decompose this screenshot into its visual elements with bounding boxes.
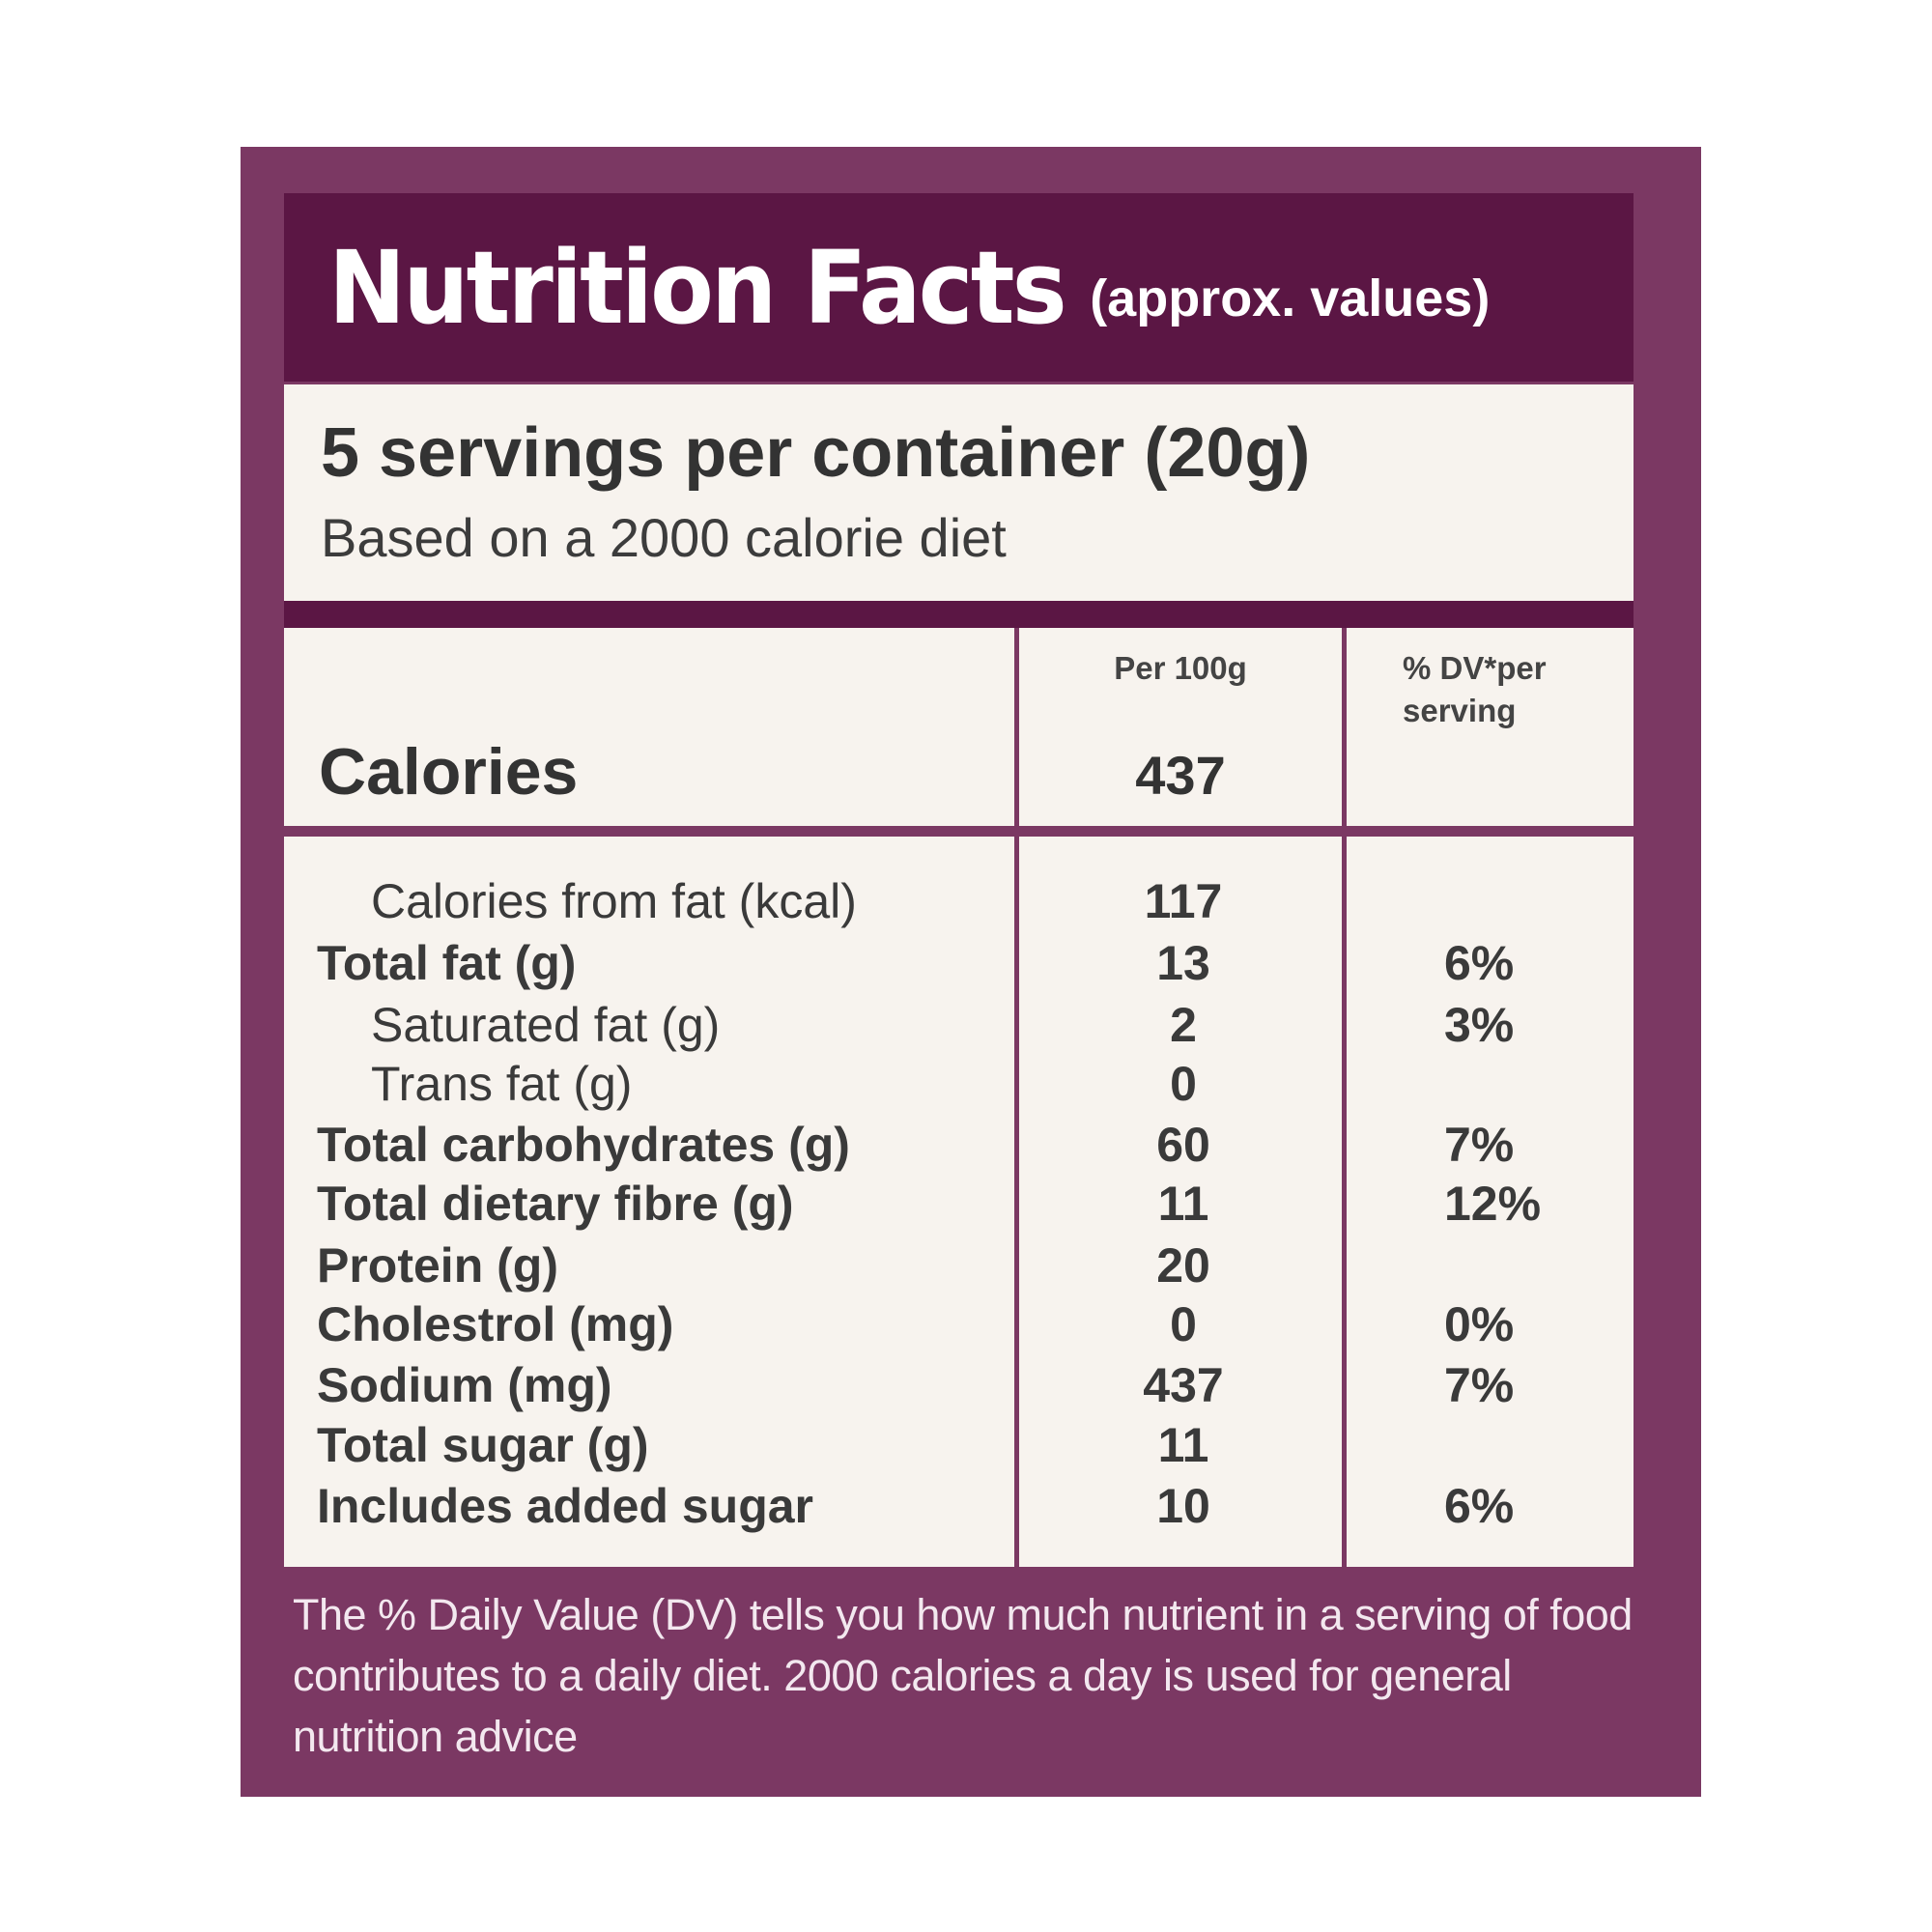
nutrient-value: 437 [1143,1358,1224,1412]
nutrient-name: Total dietary fibre (g) [317,1177,794,1231]
table-row: Trans fat (g) 0 [284,1056,1634,1116]
nutrient-value: 13 [1156,936,1210,990]
calories-label-cell: Calories [284,628,1014,826]
dv-column-header-line2: serving [1403,693,1517,728]
daily-value-footnote: The % Daily Value (DV) tells you how muc… [293,1590,1633,1761]
nutrient-value: 11 [1157,1418,1209,1472]
nutrient-dv-text: 7% [1444,1118,1515,1172]
nutrient-value: 60 [1156,1118,1210,1172]
dv-column-header-line1: % DV*per [1403,650,1547,686]
nutrient-name: Protein (g) [317,1238,558,1293]
table-row: Total dietary fibre (g) 11 12% [284,1176,1634,1236]
nutrient-dv-text: 3% [1444,998,1515,1052]
nutrient-name: Saturated fat (g) [371,998,721,1052]
nutrient-name: Calories from fat (kcal) [371,874,857,928]
calories-label: Calories [319,735,579,809]
nutrient-name: Cholestrol (mg) [317,1297,674,1351]
nutrient-name: Sodium (mg) [317,1358,612,1412]
nutrient-names-cell [284,837,1014,1567]
nutrient-value: 11 [1157,1177,1209,1231]
nutrient-rows: Calories from fat (kcal) 117 Total fat (… [284,838,1634,1569]
nutrient-name: Trans fat (g) [371,1057,633,1111]
nutrient-dv-cell [1347,837,1634,1567]
nutrient-name: Total carbohydrates (g) [317,1118,850,1172]
nutrient-value: 117 [1144,874,1223,928]
nutrient-dv-text: 6% [1444,936,1515,990]
table-row: Total carbohydrates (g) 60 7% [284,1117,1634,1177]
table-row: Total sugar (g) 11 [284,1417,1634,1477]
nutrient-dv-text: 0% [1444,1297,1515,1351]
label-subtitle: (approx. values) [1090,269,1491,327]
calorie-diet-basis: Based on a 2000 calorie diet [321,507,1007,568]
nutrient-name: Total sugar (g) [317,1418,649,1472]
per100g-column-header: Per 100g [1114,650,1247,686]
label-header: Nutrition Facts (approx. values) [284,193,1634,382]
nutrient-dv-text: 6% [1444,1479,1515,1533]
label-title: Nutrition Facts [328,228,1067,347]
nutrient-values-cell [1019,837,1342,1567]
nutrient-value: 2 [1170,998,1197,1052]
nutrient-dv-text: 12% [1444,1177,1542,1231]
calories-value: 437 [1135,745,1226,806]
table-row: Saturated fat (g) 2 3% [284,997,1634,1057]
serving-info-box: 5 servings per container (20g) Based on … [284,384,1634,601]
table-row: Includes added sugar 10 6% [284,1478,1634,1538]
nutrient-dv-text: 7% [1444,1358,1515,1412]
table-row: Sodium (mg) 437 7% [284,1357,1634,1417]
table-row: Protein (g) 20 [284,1237,1634,1297]
section-divider [284,601,1634,628]
nutrient-value: 20 [1156,1238,1210,1293]
nutrient-value: 10 [1156,1479,1210,1533]
table-row: Calories from fat (kcal) 117 [284,873,1634,933]
nutrient-name: Includes added sugar [317,1479,814,1533]
per100g-header-cell: Per 100g 437 [1019,628,1342,826]
nutrient-value: 0 [1170,1057,1197,1111]
nutrient-name: Total fat (g) [317,936,577,990]
table-row: Cholestrol (mg) 0 0% [284,1296,1634,1356]
dv-header-cell: % DV*per serving [1347,628,1634,826]
servings-per-container: 5 servings per container (20g) [321,414,1311,492]
table-row: Total fat (g) 13 6% [284,935,1634,995]
nutrient-value: 0 [1170,1297,1197,1351]
